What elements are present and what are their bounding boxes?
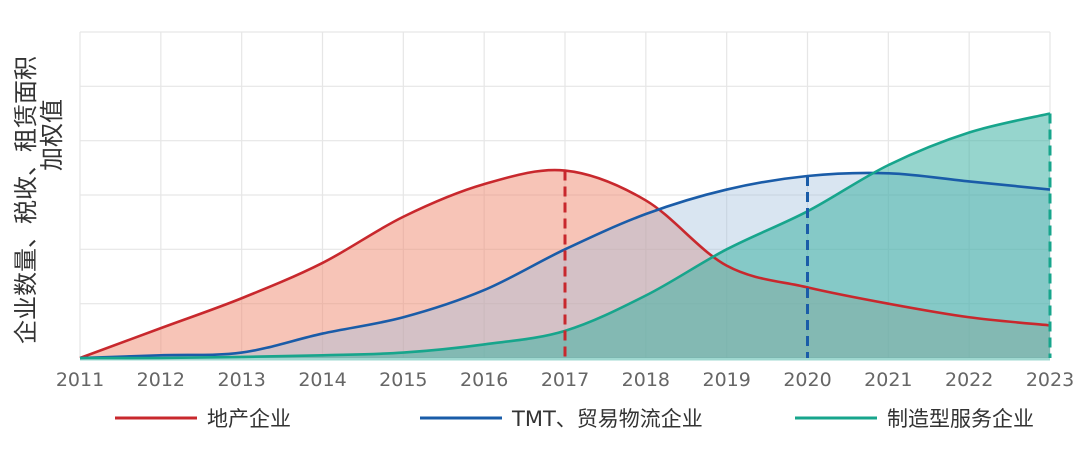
- x-tick-label: 2022: [945, 369, 993, 391]
- x-tick-label: 2011: [56, 369, 104, 391]
- x-tick-label: 2021: [864, 369, 912, 391]
- x-tick-label: 2016: [460, 369, 508, 391]
- x-tick-label: 2018: [622, 369, 670, 391]
- y-axis-label-line-1: 企业数量、税收、租赁面积: [12, 56, 40, 344]
- x-tick-label: 2013: [217, 369, 265, 391]
- line-1: [79, 171, 1051, 360]
- peak-markers: [563, 113, 1052, 358]
- legend-label-2: 制造型服务企业: [887, 407, 1034, 431]
- legend-label-1: TMT、贸易物流企业: [511, 407, 703, 431]
- line-2: [79, 112, 1051, 360]
- y-axis-label: 企业数量、税收、租赁面积 加权值: [12, 56, 66, 344]
- x-axis-ticks: 2011 2012 2013 2014 2015 2016 2017 2018 2019 2020…: [56, 369, 1074, 391]
- x-tick-label: 2014: [298, 369, 346, 391]
- y-axis-label-line-2: 加权值: [38, 99, 66, 171]
- legend-label-0: 地产企业: [207, 407, 291, 431]
- x-tick-label: 2017: [541, 369, 589, 391]
- x-tick-label: 2012: [137, 369, 185, 391]
- x-tick-label: 2015: [379, 369, 427, 391]
- legend: 地产企业 TMT、贸易物流企业 制造型服务企业: [115, 407, 1034, 431]
- x-tick-label: 2020: [783, 369, 831, 391]
- x-tick-label: 2023: [1026, 369, 1074, 391]
- x-tick-label: 2019: [702, 369, 750, 391]
